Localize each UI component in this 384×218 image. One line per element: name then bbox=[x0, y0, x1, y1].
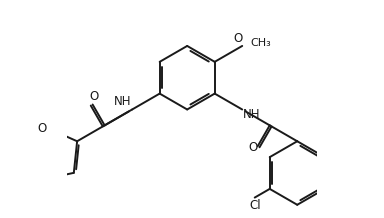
Text: O: O bbox=[89, 90, 98, 103]
Text: Cl: Cl bbox=[249, 199, 260, 211]
Text: NH: NH bbox=[114, 95, 131, 108]
Text: O: O bbox=[248, 141, 257, 153]
Text: CH₃: CH₃ bbox=[250, 38, 271, 48]
Text: O: O bbox=[233, 32, 243, 46]
Text: NH: NH bbox=[243, 108, 261, 121]
Text: O: O bbox=[37, 122, 46, 135]
